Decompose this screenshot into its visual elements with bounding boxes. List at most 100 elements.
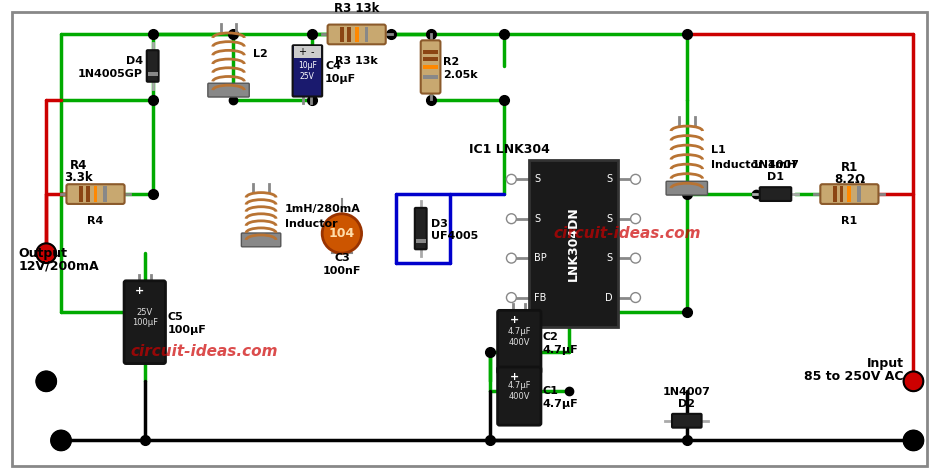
Text: C5: C5 <box>167 312 183 322</box>
FancyBboxPatch shape <box>293 45 322 97</box>
Bar <box>340 26 344 42</box>
Text: D1: D1 <box>767 172 784 182</box>
Text: D2: D2 <box>678 399 695 409</box>
Bar <box>147 72 158 76</box>
Circle shape <box>506 253 516 263</box>
FancyBboxPatch shape <box>498 367 541 425</box>
Text: 100µF: 100µF <box>167 325 207 335</box>
Circle shape <box>37 372 56 391</box>
Text: L1: L1 <box>712 145 726 155</box>
Text: R4: R4 <box>70 159 87 172</box>
Text: 104: 104 <box>329 227 355 240</box>
Text: 2.05k: 2.05k <box>443 70 478 80</box>
FancyBboxPatch shape <box>67 184 125 204</box>
Text: 1N4007: 1N4007 <box>663 387 711 397</box>
Text: R4: R4 <box>87 216 103 226</box>
Text: Input: Input <box>867 357 903 370</box>
Text: 4.7µF: 4.7µF <box>543 345 578 355</box>
Text: 4.7µF
400V: 4.7µF 400V <box>507 382 531 401</box>
Bar <box>423 50 439 54</box>
Text: S: S <box>607 214 613 224</box>
Text: +: + <box>510 315 519 325</box>
Text: 12V/200mA: 12V/200mA <box>19 260 100 273</box>
Text: 10µF
25V: 10µF 25V <box>298 61 316 81</box>
Text: R3 13k: R3 13k <box>334 2 379 15</box>
Text: S: S <box>534 214 540 224</box>
Text: D4: D4 <box>126 56 143 66</box>
FancyBboxPatch shape <box>328 24 386 44</box>
FancyBboxPatch shape <box>241 233 281 247</box>
FancyBboxPatch shape <box>124 281 165 364</box>
Text: R1: R1 <box>841 216 857 226</box>
Bar <box>416 239 425 244</box>
FancyBboxPatch shape <box>672 414 701 428</box>
Bar <box>857 186 861 202</box>
Text: R3 13k: R3 13k <box>335 56 378 66</box>
Text: LNK304DN: LNK304DN <box>567 206 580 281</box>
Text: S: S <box>607 253 613 263</box>
Circle shape <box>903 430 923 450</box>
Bar <box>355 26 359 42</box>
Text: S: S <box>607 174 613 184</box>
Text: 4.7µF: 4.7µF <box>543 399 578 409</box>
FancyBboxPatch shape <box>415 208 426 249</box>
Text: IC1 LNK304: IC1 LNK304 <box>469 143 550 156</box>
Text: circuit-ideas.com: circuit-ideas.com <box>131 344 278 359</box>
Text: -: - <box>311 47 314 57</box>
Circle shape <box>506 214 516 224</box>
Text: D3: D3 <box>431 219 448 228</box>
Circle shape <box>51 430 70 450</box>
Bar <box>423 65 439 69</box>
Text: 1N4005GP: 1N4005GP <box>78 69 143 79</box>
Text: 100nF: 100nF <box>323 266 362 276</box>
Bar <box>839 186 843 202</box>
Text: Output: Output <box>19 247 68 260</box>
Text: 1N4007: 1N4007 <box>751 161 799 171</box>
Circle shape <box>903 372 923 391</box>
FancyBboxPatch shape <box>498 310 541 374</box>
FancyBboxPatch shape <box>821 184 879 204</box>
Bar <box>364 26 368 42</box>
FancyBboxPatch shape <box>421 41 440 94</box>
FancyBboxPatch shape <box>146 50 159 82</box>
Bar <box>423 57 439 61</box>
Circle shape <box>506 292 516 302</box>
Bar <box>85 186 89 202</box>
Text: +: + <box>135 285 145 296</box>
Text: +: + <box>510 372 519 382</box>
Bar <box>847 186 852 202</box>
Circle shape <box>631 253 640 263</box>
FancyBboxPatch shape <box>760 187 792 201</box>
Circle shape <box>506 174 516 184</box>
Circle shape <box>37 244 56 263</box>
Text: R2: R2 <box>443 57 459 67</box>
Bar <box>103 186 107 202</box>
Text: C3: C3 <box>334 253 349 263</box>
Text: FB: FB <box>534 292 546 302</box>
Text: 3.3k: 3.3k <box>65 171 93 184</box>
FancyBboxPatch shape <box>208 83 249 97</box>
Bar <box>833 186 837 202</box>
Text: 1mH/280mA: 1mH/280mA <box>285 204 361 214</box>
Text: 85 to 250V AC: 85 to 250V AC <box>804 370 903 383</box>
Text: R1: R1 <box>840 162 858 174</box>
Text: C4: C4 <box>325 61 341 71</box>
Text: D: D <box>606 292 613 302</box>
Circle shape <box>631 174 640 184</box>
Bar <box>79 186 83 202</box>
Bar <box>423 75 439 79</box>
Text: +: + <box>299 47 306 57</box>
Text: BP: BP <box>534 253 546 263</box>
Text: Inductor 1mH: Inductor 1mH <box>712 160 796 170</box>
Text: L2: L2 <box>254 49 268 59</box>
Text: S: S <box>534 174 540 184</box>
Text: 25V
100µF: 25V 100µF <box>131 308 158 327</box>
Circle shape <box>631 214 640 224</box>
Text: C2: C2 <box>543 332 559 342</box>
Text: circuit-ideas.com: circuit-ideas.com <box>554 226 701 241</box>
Bar <box>346 26 351 42</box>
Bar <box>294 46 321 58</box>
Circle shape <box>322 214 362 253</box>
Text: 4.7µF
400V: 4.7µF 400V <box>507 327 531 347</box>
Text: C1: C1 <box>543 386 559 396</box>
